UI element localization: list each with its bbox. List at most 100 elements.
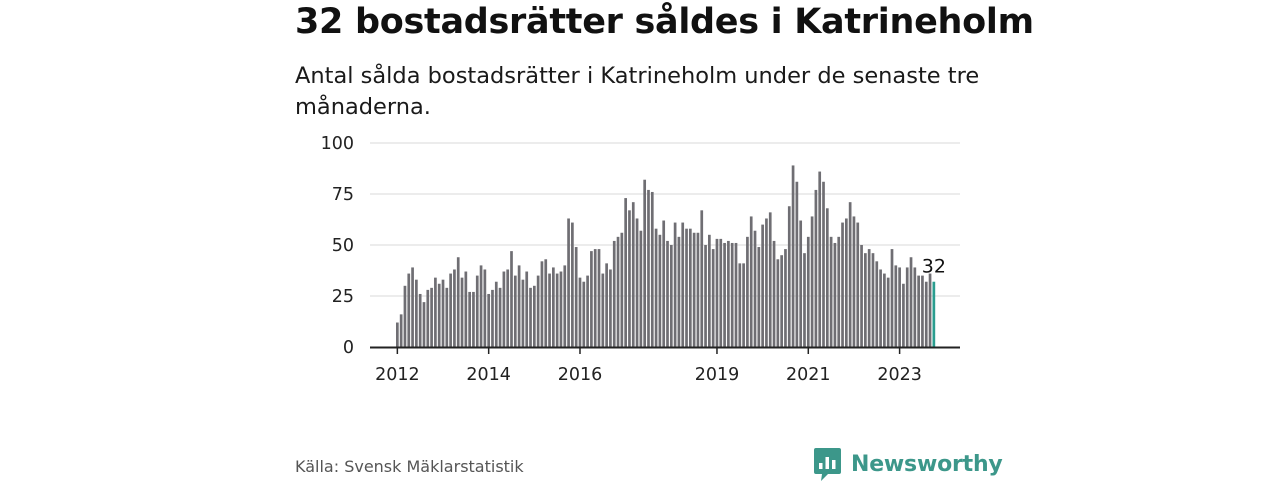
bar [723, 242, 726, 347]
bar [525, 271, 529, 347]
bar [552, 267, 555, 347]
bar [864, 253, 867, 347]
bar [586, 275, 589, 347]
bar [510, 251, 513, 347]
bar [593, 249, 597, 347]
bar [483, 269, 487, 347]
x-tick-label: 2016 [558, 365, 603, 385]
bar [822, 181, 825, 347]
bar [601, 273, 605, 347]
bar [917, 275, 920, 347]
bar [396, 322, 399, 347]
newsworthy-logo-icon [814, 447, 841, 481]
bar [715, 238, 719, 347]
bar [867, 249, 871, 347]
bar [605, 263, 608, 347]
brand-name: Newsworthy [851, 451, 1003, 477]
bar [799, 220, 803, 347]
bar [909, 257, 913, 347]
bar [418, 293, 422, 347]
bar [426, 289, 430, 347]
bar [696, 232, 700, 347]
x-tick-label: 2019 [695, 365, 740, 385]
bar [628, 210, 631, 347]
bar [803, 253, 806, 347]
bar [772, 240, 776, 347]
bar [913, 267, 917, 347]
bar [609, 269, 612, 347]
bar [902, 283, 905, 347]
bar [841, 222, 844, 347]
bar [635, 218, 639, 347]
bar [555, 273, 559, 347]
bar [879, 269, 882, 347]
bar [734, 242, 738, 347]
bar [658, 234, 662, 347]
bar [494, 281, 498, 347]
y-tick-label: 100 [321, 134, 354, 154]
bar [719, 238, 723, 347]
bar [829, 236, 833, 347]
bar [742, 263, 745, 347]
bar [464, 271, 468, 347]
bar [780, 255, 784, 347]
bar [685, 228, 688, 347]
bar [765, 218, 768, 347]
bar [639, 230, 643, 347]
bar [548, 273, 551, 347]
bar [776, 259, 780, 347]
bar [692, 232, 696, 347]
bar [650, 191, 654, 347]
bar [894, 265, 898, 347]
bar [407, 273, 411, 347]
bar [532, 285, 536, 347]
bar [886, 277, 890, 347]
bar [852, 216, 856, 347]
bar [856, 222, 860, 347]
bar-latest [932, 281, 936, 347]
bar [654, 228, 658, 347]
bar [643, 179, 647, 347]
bar [479, 265, 483, 347]
bar [460, 277, 464, 347]
bar [681, 222, 685, 347]
bar [837, 236, 841, 347]
bar [795, 181, 799, 347]
x-tick-label: 2021 [786, 365, 831, 385]
bar [875, 261, 879, 347]
bar [753, 230, 757, 347]
x-tick-label: 2012 [375, 365, 420, 385]
bar [445, 287, 449, 347]
bar [540, 261, 544, 347]
bar [711, 249, 715, 347]
bar [708, 234, 711, 347]
bar [666, 240, 669, 347]
bar [704, 245, 707, 347]
bar [430, 287, 433, 347]
bar [506, 269, 510, 347]
bar [571, 222, 574, 347]
bar [787, 206, 791, 347]
bar [688, 228, 692, 347]
bar [673, 222, 677, 347]
chart-title: 32 bostadsrätter såldes i Katrineholm [295, 2, 1034, 42]
bar [415, 279, 418, 347]
bar [536, 275, 540, 347]
bar [574, 247, 578, 347]
x-tick-label: 2023 [877, 365, 922, 385]
bar [924, 281, 928, 347]
bar [624, 198, 627, 347]
bar [669, 245, 673, 347]
bar [818, 171, 822, 347]
bar [784, 249, 787, 347]
bar [898, 267, 901, 347]
bar [871, 253, 875, 347]
bar [590, 251, 593, 347]
bar [422, 302, 426, 347]
bar [559, 271, 563, 347]
bar [582, 281, 586, 347]
source-note: Källa: Svensk Mäklarstatistik [295, 457, 524, 476]
y-tick-label: 50 [332, 236, 354, 256]
bar [890, 249, 894, 347]
